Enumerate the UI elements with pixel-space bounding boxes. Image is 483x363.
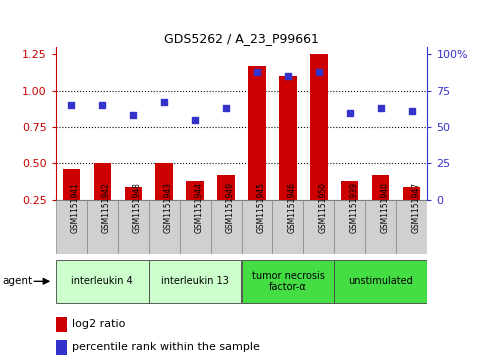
Bar bbox=[217, 175, 235, 200]
Bar bbox=[186, 181, 203, 200]
Bar bbox=[125, 187, 142, 200]
Bar bbox=[156, 163, 172, 200]
Bar bbox=[211, 200, 242, 254]
Bar bbox=[180, 200, 211, 254]
Bar bbox=[62, 169, 80, 200]
Text: interleukin 4: interleukin 4 bbox=[71, 276, 133, 286]
Bar bbox=[242, 260, 334, 303]
Text: GSM1151940: GSM1151940 bbox=[381, 182, 390, 233]
Bar bbox=[403, 187, 421, 200]
Text: GSM1151948: GSM1151948 bbox=[133, 182, 142, 233]
Point bbox=[222, 105, 230, 111]
Text: agent: agent bbox=[2, 276, 32, 286]
Point bbox=[346, 110, 354, 115]
Point bbox=[284, 73, 292, 79]
Bar bbox=[341, 181, 358, 200]
Point bbox=[377, 105, 385, 111]
Bar bbox=[56, 200, 86, 254]
Text: GSM1151939: GSM1151939 bbox=[350, 182, 359, 233]
Point bbox=[191, 117, 199, 123]
Bar bbox=[86, 200, 117, 254]
Bar bbox=[248, 66, 266, 200]
Bar bbox=[334, 200, 366, 254]
Bar bbox=[303, 200, 334, 254]
Bar bbox=[280, 76, 297, 200]
Point bbox=[129, 113, 137, 118]
Bar bbox=[372, 175, 389, 200]
Point bbox=[408, 108, 416, 114]
Bar bbox=[56, 317, 67, 332]
Bar bbox=[149, 200, 180, 254]
Text: GSM1151942: GSM1151942 bbox=[102, 182, 111, 233]
Point bbox=[160, 99, 168, 105]
Bar bbox=[311, 54, 327, 200]
Text: unstimulated: unstimulated bbox=[349, 276, 413, 286]
Text: interleukin 13: interleukin 13 bbox=[161, 276, 229, 286]
Text: tumor necrosis
factor-α: tumor necrosis factor-α bbox=[252, 270, 325, 292]
Text: GSM1151950: GSM1151950 bbox=[319, 182, 328, 233]
Bar bbox=[56, 260, 149, 303]
Point bbox=[253, 69, 261, 75]
Text: GSM1151947: GSM1151947 bbox=[412, 182, 421, 233]
Point bbox=[98, 102, 106, 108]
Text: GSM1151949: GSM1151949 bbox=[226, 182, 235, 233]
Bar bbox=[366, 200, 397, 254]
Text: GSM1151946: GSM1151946 bbox=[288, 182, 297, 233]
Bar bbox=[397, 200, 427, 254]
Bar bbox=[56, 339, 67, 355]
Bar bbox=[117, 200, 149, 254]
Text: GSM1151944: GSM1151944 bbox=[195, 182, 204, 233]
Bar bbox=[272, 200, 303, 254]
Text: GSM1151943: GSM1151943 bbox=[164, 182, 173, 233]
Text: GSM1151941: GSM1151941 bbox=[71, 182, 80, 233]
Bar bbox=[334, 260, 427, 303]
Title: GDS5262 / A_23_P99661: GDS5262 / A_23_P99661 bbox=[164, 32, 319, 45]
Point bbox=[67, 102, 75, 108]
Text: log2 ratio: log2 ratio bbox=[72, 319, 126, 330]
Text: percentile rank within the sample: percentile rank within the sample bbox=[72, 342, 260, 352]
Point bbox=[315, 69, 323, 75]
Text: GSM1151945: GSM1151945 bbox=[257, 182, 266, 233]
Bar bbox=[94, 163, 111, 200]
Bar bbox=[242, 200, 272, 254]
Bar bbox=[149, 260, 242, 303]
